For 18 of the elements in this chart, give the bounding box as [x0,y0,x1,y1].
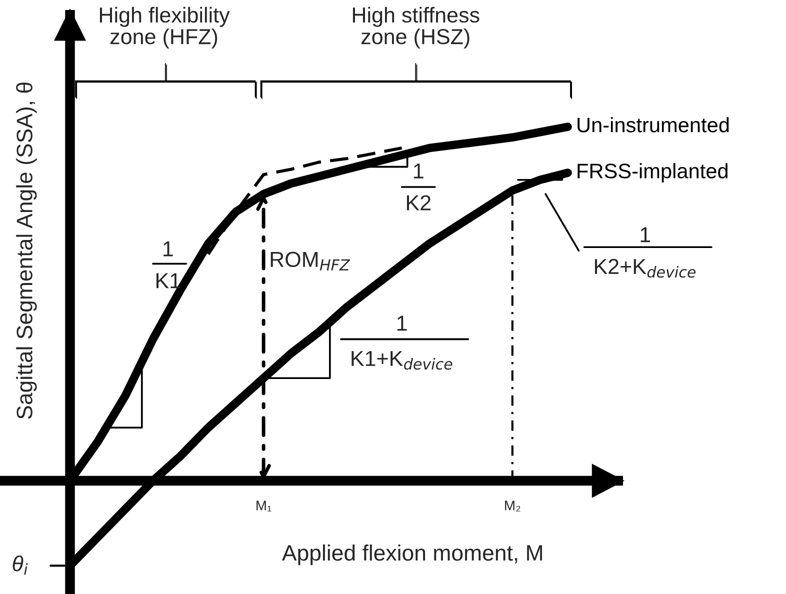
annotation: K1+K$_{device}$ [352,351,452,370]
legend-label: FRSS-implanted [578,163,728,183]
annotation: K2+K$_{device}$ [595,258,696,278]
annotation: 1 [164,241,173,256]
y-axis-title: Sagittal Segmental Angle (SSA), θ [16,82,37,419]
annotation: 1 [414,164,424,178]
series-label: Un-instrumented [578,117,729,132]
text: 1 [640,227,650,242]
annotation: K1 [156,273,180,288]
annotation: K2 [406,195,430,210]
x-axis-title: Applied flexion moment, M [282,544,542,566]
annotation: ROM$_{HFZ}$ [270,252,350,270]
text: High flexibility zone (HFZ) [100,6,230,49]
x-tick-label: M₁ [256,500,272,512]
text: High stiffness zone (HSZ) [352,6,480,49]
annotation: 1 [397,316,407,331]
text: θ$_{i}$ [12,556,28,575]
x-tick-label: M₂ [505,500,520,512]
